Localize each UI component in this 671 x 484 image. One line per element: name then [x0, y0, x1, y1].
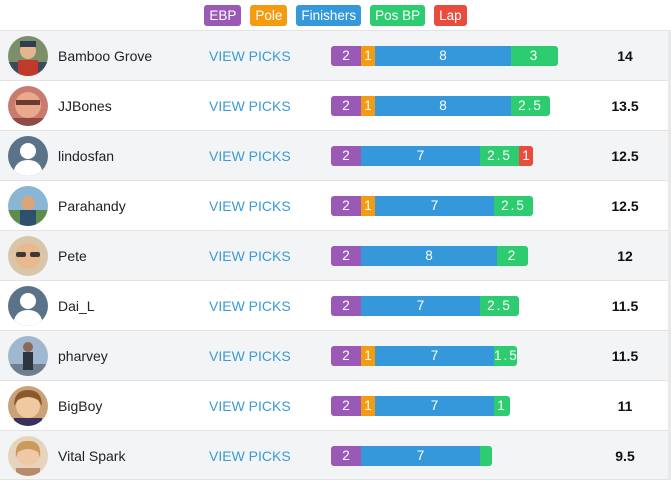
total-points: 12: [617, 248, 633, 264]
avatar: [8, 336, 48, 376]
segment-finishers: 7: [361, 296, 480, 316]
segment-finishers: 7: [375, 396, 494, 416]
segment-finishers: 7: [361, 146, 480, 166]
score-breakdown-bar: 2 1 7 1.5: [331, 346, 517, 366]
total-points: 11.5: [611, 298, 639, 314]
leaderboard-row: JJBones VIEW PICKS 2 1 8 2.5 13.5: [0, 80, 668, 130]
default-avatar-icon: [8, 286, 48, 326]
segment-finishers: 7: [375, 346, 494, 366]
view-picks-link[interactable]: VIEW PICKS: [209, 48, 291, 64]
segment-ebp: 2: [331, 46, 361, 66]
default-avatar-icon: [8, 136, 48, 176]
legend: EBP Pole Finishers Pos BP Lap: [0, 5, 671, 26]
segment-finishers: 8: [361, 246, 497, 266]
view-picks-link[interactable]: VIEW PICKS: [209, 198, 291, 214]
total-points: 11: [617, 398, 633, 414]
segment-finishers: 7: [375, 196, 494, 216]
segment-posbp: 1.5: [494, 346, 517, 366]
view-picks-link[interactable]: VIEW PICKS: [209, 98, 291, 114]
leaderboard-row: pharvey VIEW PICKS 2 1 7 1.5 11.5: [0, 330, 668, 380]
segment-posbp: 2.5: [480, 296, 519, 316]
player-name: Bamboo Grove: [58, 48, 153, 64]
view-picks-link[interactable]: VIEW PICKS: [209, 148, 291, 164]
player-name: Parahandy: [58, 198, 126, 214]
segment-finishers: 8: [375, 46, 511, 66]
player-name: Dai_L: [58, 298, 95, 314]
total-points: 12.5: [611, 198, 639, 214]
legend-finishers: Finishers: [296, 5, 362, 26]
player-name: pharvey: [58, 348, 108, 364]
segment-posbp: 1: [494, 396, 510, 416]
total-points: 9.5: [615, 448, 635, 464]
total-points: 11.5: [611, 348, 639, 364]
score-breakdown-bar: 2 1 8 2.5: [331, 96, 550, 116]
segment-pole: 1: [361, 196, 375, 216]
segment-posbp: 2: [497, 246, 528, 266]
avatar: [8, 386, 48, 426]
player-name: Pete: [58, 248, 87, 264]
segment-posbp: 2.5: [494, 196, 533, 216]
segment-ebp: 2: [331, 146, 361, 166]
player-name: lindosfan: [58, 148, 115, 164]
segment-lap: 1: [519, 146, 533, 166]
avatar: [8, 36, 48, 76]
score-breakdown-bar: 2 7 2.5: [331, 296, 519, 316]
total-points: 12.5: [611, 148, 639, 164]
leaderboard-row: lindosfan VIEW PICKS 2 7 2.5 1 12.5: [0, 130, 668, 180]
avatar: [8, 86, 48, 126]
leaderboard-list: Bamboo Grove VIEW PICKS 2 1 8 3 14 JJBones VIEW …: [0, 30, 668, 480]
legend-pole: Pole: [250, 5, 288, 26]
leaderboard-row: Parahandy VIEW PICKS 2 1 7 2.5 12.5: [0, 180, 668, 230]
avatar: [8, 186, 48, 226]
avatar: [8, 436, 48, 476]
segment-ebp: 2: [331, 396, 361, 416]
segment-posbp: 2.5: [480, 146, 519, 166]
player-name: BigBoy: [58, 398, 103, 414]
leaderboard-row: Vital Spark VIEW PICKS 2 7 9.5: [0, 430, 668, 480]
view-picks-link[interactable]: VIEW PICKS: [209, 348, 291, 364]
view-picks-link[interactable]: VIEW PICKS: [209, 448, 291, 464]
leaderboard-row: Bamboo Grove VIEW PICKS 2 1 8 3 14: [0, 30, 668, 80]
segment-ebp: 2: [331, 96, 361, 116]
segment-posbp: 3: [511, 46, 558, 66]
segment-pole: 1: [361, 346, 375, 366]
segment-pole: 1: [361, 46, 375, 66]
segment-ebp: 2: [331, 446, 361, 466]
segment-posbp: [480, 446, 492, 466]
score-breakdown-bar: 2 7 2.5 1: [331, 146, 533, 166]
view-picks-link[interactable]: VIEW PICKS: [209, 298, 291, 314]
view-picks-link[interactable]: VIEW PICKS: [209, 398, 291, 414]
segment-ebp: 2: [331, 346, 361, 366]
total-points: 14: [617, 48, 633, 64]
player-name: Vital Spark: [58, 448, 126, 464]
legend-posbp: Pos BP: [370, 5, 426, 26]
segment-ebp: 2: [331, 246, 361, 266]
segment-pole: 1: [361, 96, 375, 116]
view-picks-link[interactable]: VIEW PICKS: [209, 248, 291, 264]
player-name: JJBones: [58, 98, 112, 114]
legend-ebp: EBP: [204, 5, 242, 26]
leaderboard-row: Pete VIEW PICKS 2 8 2 12: [0, 230, 668, 280]
segment-finishers: 8: [375, 96, 511, 116]
score-breakdown-bar: 2 1 7 2.5: [331, 196, 533, 216]
avatar: [8, 236, 48, 276]
legend-lap: Lap: [434, 5, 467, 26]
segment-ebp: 2: [331, 196, 361, 216]
leaderboard-row: Dai_L VIEW PICKS 2 7 2.5 11.5: [0, 280, 668, 330]
segment-pole: 1: [361, 396, 375, 416]
leaderboard-row: BigBoy VIEW PICKS 2 1 7 1 11: [0, 380, 668, 430]
scrollbar-track[interactable]: [668, 30, 671, 480]
total-points: 13.5: [611, 98, 639, 114]
segment-posbp: 2.5: [511, 96, 550, 116]
segment-ebp: 2: [331, 296, 361, 316]
segment-finishers: 7: [361, 446, 480, 466]
